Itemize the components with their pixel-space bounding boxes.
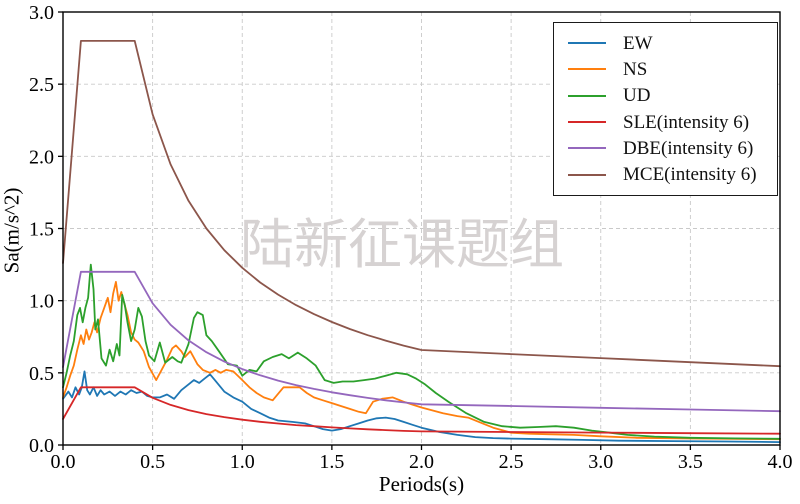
y-tick-label: 0.5	[29, 363, 54, 385]
legend-item-ew: EW	[568, 34, 773, 53]
legend: EW NS UD SLE(intensity 6) DBE(intensity 6) MC…	[553, 22, 778, 196]
y-tick-label: 2.5	[29, 74, 54, 96]
series-line-mce-intensity-6	[62, 40, 781, 368]
x-tick-label: 1.0	[230, 451, 255, 473]
legend-item-ns: NS	[568, 60, 773, 79]
x-tick-label: 2.5	[499, 451, 524, 473]
x-tick-label: 0.5	[140, 451, 165, 473]
series-line-ew	[62, 370, 781, 444]
watermark-layer: 陆新征课题组	[240, 215, 564, 275]
x-tick-label: 3.0	[588, 451, 613, 473]
series-line-sle-intensity-6	[62, 386, 781, 435]
x-axis-label: Periods(s)	[378, 472, 465, 496]
legend-item-sle-intensity-6: SLE(intensity 6)	[568, 113, 773, 132]
x-tick-label: 3.5	[678, 451, 703, 473]
series-line-ud	[62, 263, 781, 440]
x-tick-label: 0.0	[51, 451, 76, 473]
watermark-text: 陆新征课题组	[240, 215, 564, 275]
series-layer	[62, 40, 781, 444]
legend-label: SLE(intensity 6)	[623, 111, 750, 133]
y-axis-label: Sa(m/s^2)	[0, 187, 24, 274]
x-tick-label: 4.0	[768, 451, 793, 473]
legend-item-mce-intensity-6: MCE(intensity 6)	[568, 165, 773, 184]
legend-item-dbe-intensity-6: DBE(intensity 6)	[568, 139, 773, 158]
legend-line-sample	[568, 94, 606, 97]
legend-line-sample	[568, 42, 606, 45]
legend-label: EW	[623, 32, 653, 54]
series-line-ns	[62, 280, 781, 441]
legend-line-sample	[568, 147, 606, 150]
legend-label: NS	[623, 58, 648, 80]
axes-layer: 0.0 0.5 1.0 1.5 2.0 2.5 3.0 3.5 4.0 0.0 0.5 1.0 1.5 2…	[29, 2, 793, 473]
y-tick-label: 3.0	[29, 2, 54, 24]
y-tick-label: 0.0	[29, 435, 54, 457]
legend-line-sample	[568, 173, 606, 176]
legend-label: UD	[623, 85, 651, 107]
legend-line-sample	[568, 121, 606, 124]
x-tick-label: 1.5	[319, 451, 344, 473]
y-tick-label: 1.0	[29, 291, 54, 313]
series-line-dbe-intensity-6	[62, 270, 781, 413]
legend-line-sample	[568, 68, 606, 71]
y-tick-label: 2.0	[29, 146, 54, 168]
legend-label: DBE(intensity 6)	[623, 137, 754, 159]
x-tick-label: 2.0	[409, 451, 434, 473]
y-tick-label: 1.5	[29, 219, 54, 241]
legend-item-ud: UD	[568, 86, 773, 105]
legend-label: MCE(intensity 6)	[623, 164, 757, 186]
